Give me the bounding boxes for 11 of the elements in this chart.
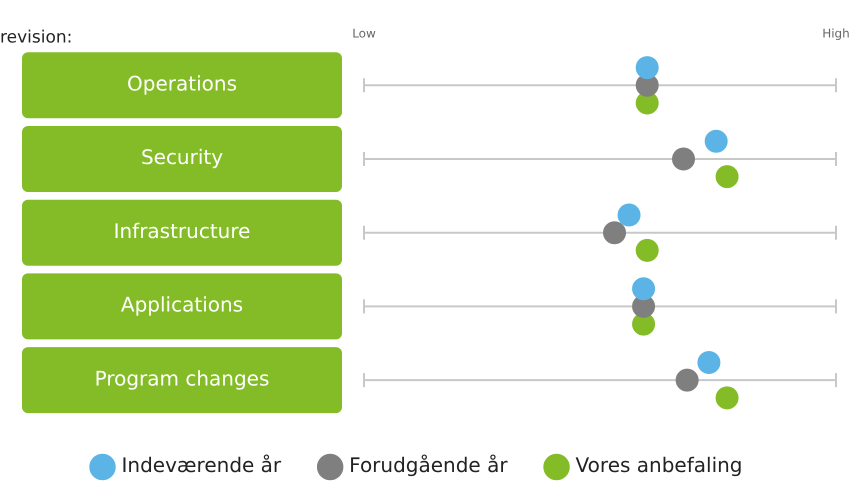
legend-label: Vores anbefaling bbox=[576, 453, 742, 478]
y-tick-label: Operations bbox=[127, 71, 237, 96]
y-tick-label: Infrastructure bbox=[114, 218, 250, 243]
y-tick-label: Security bbox=[140, 145, 224, 170]
text: High bbox=[822, 26, 850, 41]
text: Low bbox=[352, 26, 376, 41]
legend-label: Indeværende år bbox=[122, 453, 282, 478]
y-tick-label: Program changes bbox=[94, 366, 270, 390]
legend-label: Forudgående år bbox=[349, 453, 508, 478]
y-tick-label: Applications bbox=[120, 292, 244, 317]
text: revision: bbox=[0, 28, 72, 48]
